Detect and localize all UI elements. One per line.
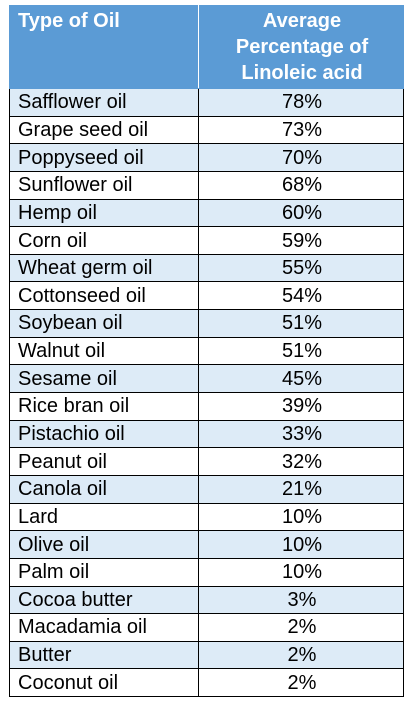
table-row: Wheat germ oil 55% <box>9 253 404 283</box>
oil-name-cell: Cocoa butter <box>9 585 199 615</box>
oil-name-cell: Peanut oil <box>9 447 199 476</box>
header-line: Percentage of <box>235 36 369 58</box>
linoleic-percentage-cell: 51% <box>198 309 404 338</box>
header-line: Average <box>262 10 342 32</box>
oil-name-cell: Olive oil <box>9 530 199 559</box>
table-row: Rice bran oil 39% <box>9 392 404 421</box>
linoleic-percentage-cell: 78% <box>198 88 404 117</box>
table-row: Macadamia oil 2% <box>9 613 404 642</box>
table-row: Palm oil 10% <box>9 557 404 587</box>
oil-name-cell: Macadamia oil <box>9 613 199 642</box>
table-body: Safflower oil 78% Grape seed oil 73% Poppyse… <box>9 88 404 698</box>
linoleic-percentage-cell: 70% <box>198 143 404 172</box>
linoleic-percentage-cell: 59% <box>198 226 404 255</box>
table-row: Cocoa butter 3% <box>9 585 404 615</box>
oil-name-cell: Lard <box>9 502 199 532</box>
table-row: Walnut oil 51% <box>9 336 404 366</box>
header-type-of-oil: Type of Oil <box>9 5 199 89</box>
table-row: Sesame oil 45% <box>9 364 404 394</box>
oil-name-cell: Rice bran oil <box>9 392 199 421</box>
oil-name-cell: Palm oil <box>9 557 199 587</box>
linoleic-percentage-cell: 10% <box>198 557 404 587</box>
oil-name-cell: Walnut oil <box>9 336 199 366</box>
linoleic-percentage-cell: 3% <box>198 585 404 615</box>
oil-name-cell: Hemp oil <box>9 198 199 228</box>
oil-name-cell: Soybean oil <box>9 309 199 338</box>
table-header-row: Type of Oil Average Percentage of Linole… <box>9 5 404 89</box>
oil-name-cell: Sunflower oil <box>9 170 199 200</box>
table-row: Coconut oil 2% <box>9 668 404 698</box>
linoleic-acid-table: Type of Oil Average Percentage of Linole… <box>9 5 404 698</box>
linoleic-percentage-cell: 51% <box>198 336 404 366</box>
linoleic-percentage-cell: 45% <box>198 364 404 394</box>
table-row: Safflower oil 78% <box>9 88 404 117</box>
table-row: Corn oil 59% <box>9 226 404 255</box>
oil-name-cell: Pistachio oil <box>9 419 199 449</box>
oil-name-cell: Corn oil <box>9 226 199 255</box>
oil-name-cell: Grape seed oil <box>9 115 199 145</box>
linoleic-percentage-cell: 10% <box>198 502 404 532</box>
linoleic-percentage-cell: 73% <box>198 115 404 145</box>
oil-name-cell: Canola oil <box>9 474 199 504</box>
oil-name-cell: Safflower oil <box>9 88 199 117</box>
table-row: Poppyseed oil 70% <box>9 143 404 172</box>
linoleic-percentage-cell: 2% <box>198 613 404 642</box>
table-row: Olive oil 10% <box>9 530 404 559</box>
oil-name-cell: Cottonseed oil <box>9 281 199 311</box>
linoleic-percentage-cell: 39% <box>198 392 404 421</box>
linoleic-percentage-cell: 55% <box>198 253 404 283</box>
linoleic-percentage-cell: 33% <box>198 419 404 449</box>
linoleic-percentage-cell: 54% <box>198 281 404 311</box>
linoleic-percentage-cell: 21% <box>198 474 404 504</box>
oil-name-cell: Coconut oil <box>9 668 199 698</box>
table-row: Butter 2% <box>9 640 404 670</box>
linoleic-percentage-cell: 10% <box>198 530 404 559</box>
table-row: Peanut oil 32% <box>9 447 404 476</box>
table-row: Lard 10% <box>9 502 404 532</box>
oil-name-cell: Wheat germ oil <box>9 253 199 283</box>
table-row: Cottonseed oil 54% <box>9 281 404 311</box>
linoleic-percentage-cell: 32% <box>198 447 404 476</box>
table-row: Sunflower oil 68% <box>9 170 404 200</box>
header-average-percentage: Average Percentage of Linoleic acid <box>198 5 404 89</box>
linoleic-percentage-cell: 2% <box>198 668 404 698</box>
oil-name-cell: Sesame oil <box>9 364 199 394</box>
linoleic-percentage-cell: 60% <box>198 198 404 228</box>
linoleic-percentage-cell: 68% <box>198 170 404 200</box>
table-row: Hemp oil 60% <box>9 198 404 228</box>
oil-name-cell: Poppyseed oil <box>9 143 199 172</box>
header-line: Linoleic acid <box>241 62 363 84</box>
table-row: Grape seed oil 73% <box>9 115 404 145</box>
table-row: Soybean oil 51% <box>9 309 404 338</box>
oil-name-cell: Butter <box>9 640 199 670</box>
table-row: Canola oil 21% <box>9 474 404 504</box>
linoleic-percentage-cell: 2% <box>198 640 404 670</box>
table-row: Pistachio oil 33% <box>9 419 404 449</box>
